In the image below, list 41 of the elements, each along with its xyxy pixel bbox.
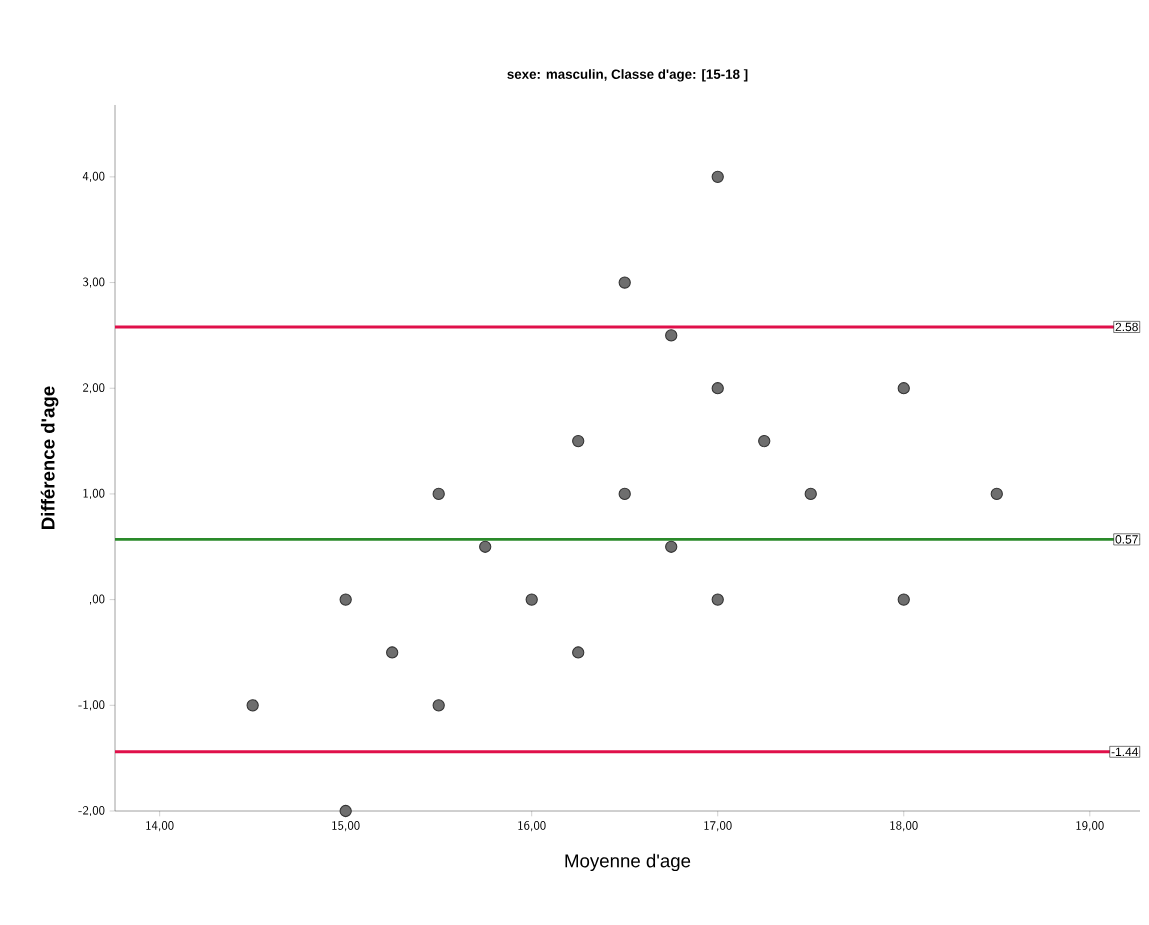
x-tick-label: 19,00 <box>1076 821 1104 832</box>
x-tick-label: 15,00 <box>332 821 360 832</box>
x-tick-label: 17,00 <box>704 821 732 832</box>
point <box>479 540 492 553</box>
point <box>572 434 585 448</box>
point <box>897 382 910 395</box>
point <box>339 593 352 606</box>
x-tick-label: 16,00 <box>518 821 546 832</box>
x-tick-label: 14,00 <box>146 821 174 832</box>
point <box>432 487 445 501</box>
point <box>339 804 352 818</box>
x-tick-label: 18,00 <box>890 821 918 832</box>
y-tick-label: 3,00 <box>82 277 105 288</box>
point <box>665 540 678 553</box>
x-axis-title: Moyenne d'age <box>565 853 691 872</box>
point <box>897 593 910 606</box>
point <box>711 593 724 606</box>
chart-title: sexe: masculin, Classe d'age: [15-18 ] <box>507 69 748 82</box>
point <box>990 487 1003 501</box>
point <box>386 646 399 659</box>
point <box>804 487 817 501</box>
y-axis-title: Différence d'age <box>40 386 59 529</box>
point <box>525 593 538 606</box>
point <box>711 170 724 183</box>
ref-line-label: -1.44 <box>1111 747 1139 756</box>
y-tick-label: 4,00 <box>82 171 105 182</box>
point <box>572 646 585 659</box>
y-tick-label: -1,00 <box>78 700 105 711</box>
point <box>711 382 724 395</box>
ref-line-label: 0.57 <box>1115 535 1138 544</box>
y-tick-label: ,00 <box>90 594 105 605</box>
y-tick-label: -2,00 <box>78 805 105 817</box>
point <box>618 487 631 501</box>
point <box>432 699 445 712</box>
ref-line-label: 2.58 <box>1115 322 1138 332</box>
point <box>758 434 771 448</box>
point <box>618 276 631 289</box>
point <box>246 699 259 712</box>
point <box>665 329 678 342</box>
y-tick-label: 1,00 <box>83 488 105 500</box>
y-tick-label: 2,00 <box>82 383 105 394</box>
